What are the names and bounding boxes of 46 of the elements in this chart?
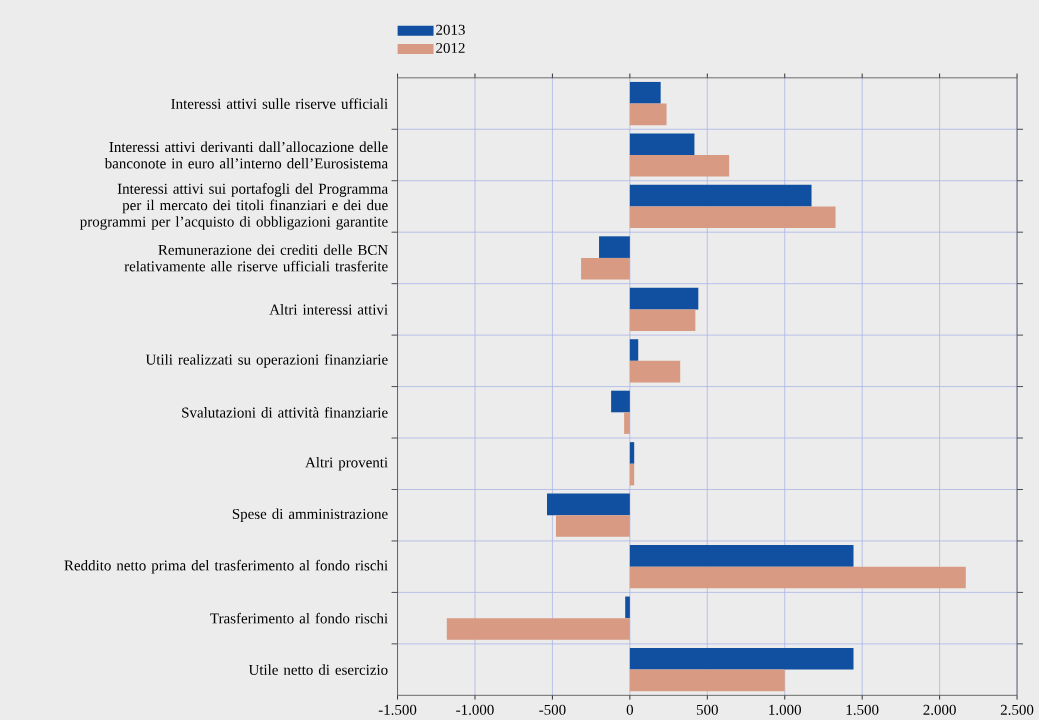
y-tick-label: Interessi attivi derivanti dall’allocazione delle banconote in euro all’interno dell’Eurosistema [104,141,388,169]
bar [629,442,635,464]
bar [629,647,854,670]
y-tick-label: Svalutazioni di attività finanziarie [182,406,388,418]
bar [625,596,630,619]
x-tick-label: 1.500 [846,704,879,715]
bar [624,412,630,434]
bar [629,309,696,331]
x-tick-label: 2.000 [923,704,956,715]
y-tick-label: Remunerazione dei crediti delle BCN relativamente alle riserve ufficiali trasferite [124,244,388,272]
bar [599,236,630,258]
bar [629,287,699,310]
x-tick-label: -1.500 [378,704,417,715]
y-tick-label: Trasferimento al fondo rischi [210,612,388,624]
bar [629,81,661,104]
bar [446,618,630,640]
legend-label: 2012 [436,42,465,53]
bar [629,339,639,361]
x-tick-label: 500 [696,704,718,715]
legend-label: 2013 [436,24,465,35]
bar [629,544,854,567]
bar [629,184,812,207]
y-tick-label: Interessi attivi sulle riserve ufficiali [171,98,388,109]
y-tick-label: Altri interessi attivi [269,304,388,315]
x-tick-label: -1.000 [456,704,494,715]
bar [555,515,630,537]
bar [581,257,630,280]
bar [629,669,785,692]
bar [629,103,667,126]
y-tick-label: Utile netto di esercizio [248,664,388,675]
bar [547,493,630,516]
bar [629,206,836,228]
y-tick-label: Interessi attivi sui portafogli del Programma per il mercato dei titoli finanziari e dei due programmi per l’acquisto di obbligazioni garantite [80,182,388,230]
x-tick-label: 2.500 [1000,704,1034,715]
x-tick-label: 1.000 [769,704,801,715]
bar [629,566,966,589]
bar [611,390,630,413]
y-tick-label: Reddito netto prima del trasferimento al fondo rischi [64,559,388,574]
y-tick-label: Altri proventi [305,456,388,471]
bar [629,133,695,155]
bar [629,360,681,383]
y-tick-label: Utili realizzati su operazioni finanziarie [145,353,388,368]
bar [629,154,730,177]
y-tick-label: Spese di amministrazione [232,508,388,522]
x-tick-label: -500 [539,704,566,715]
x-tick-label: 0 [626,704,634,715]
